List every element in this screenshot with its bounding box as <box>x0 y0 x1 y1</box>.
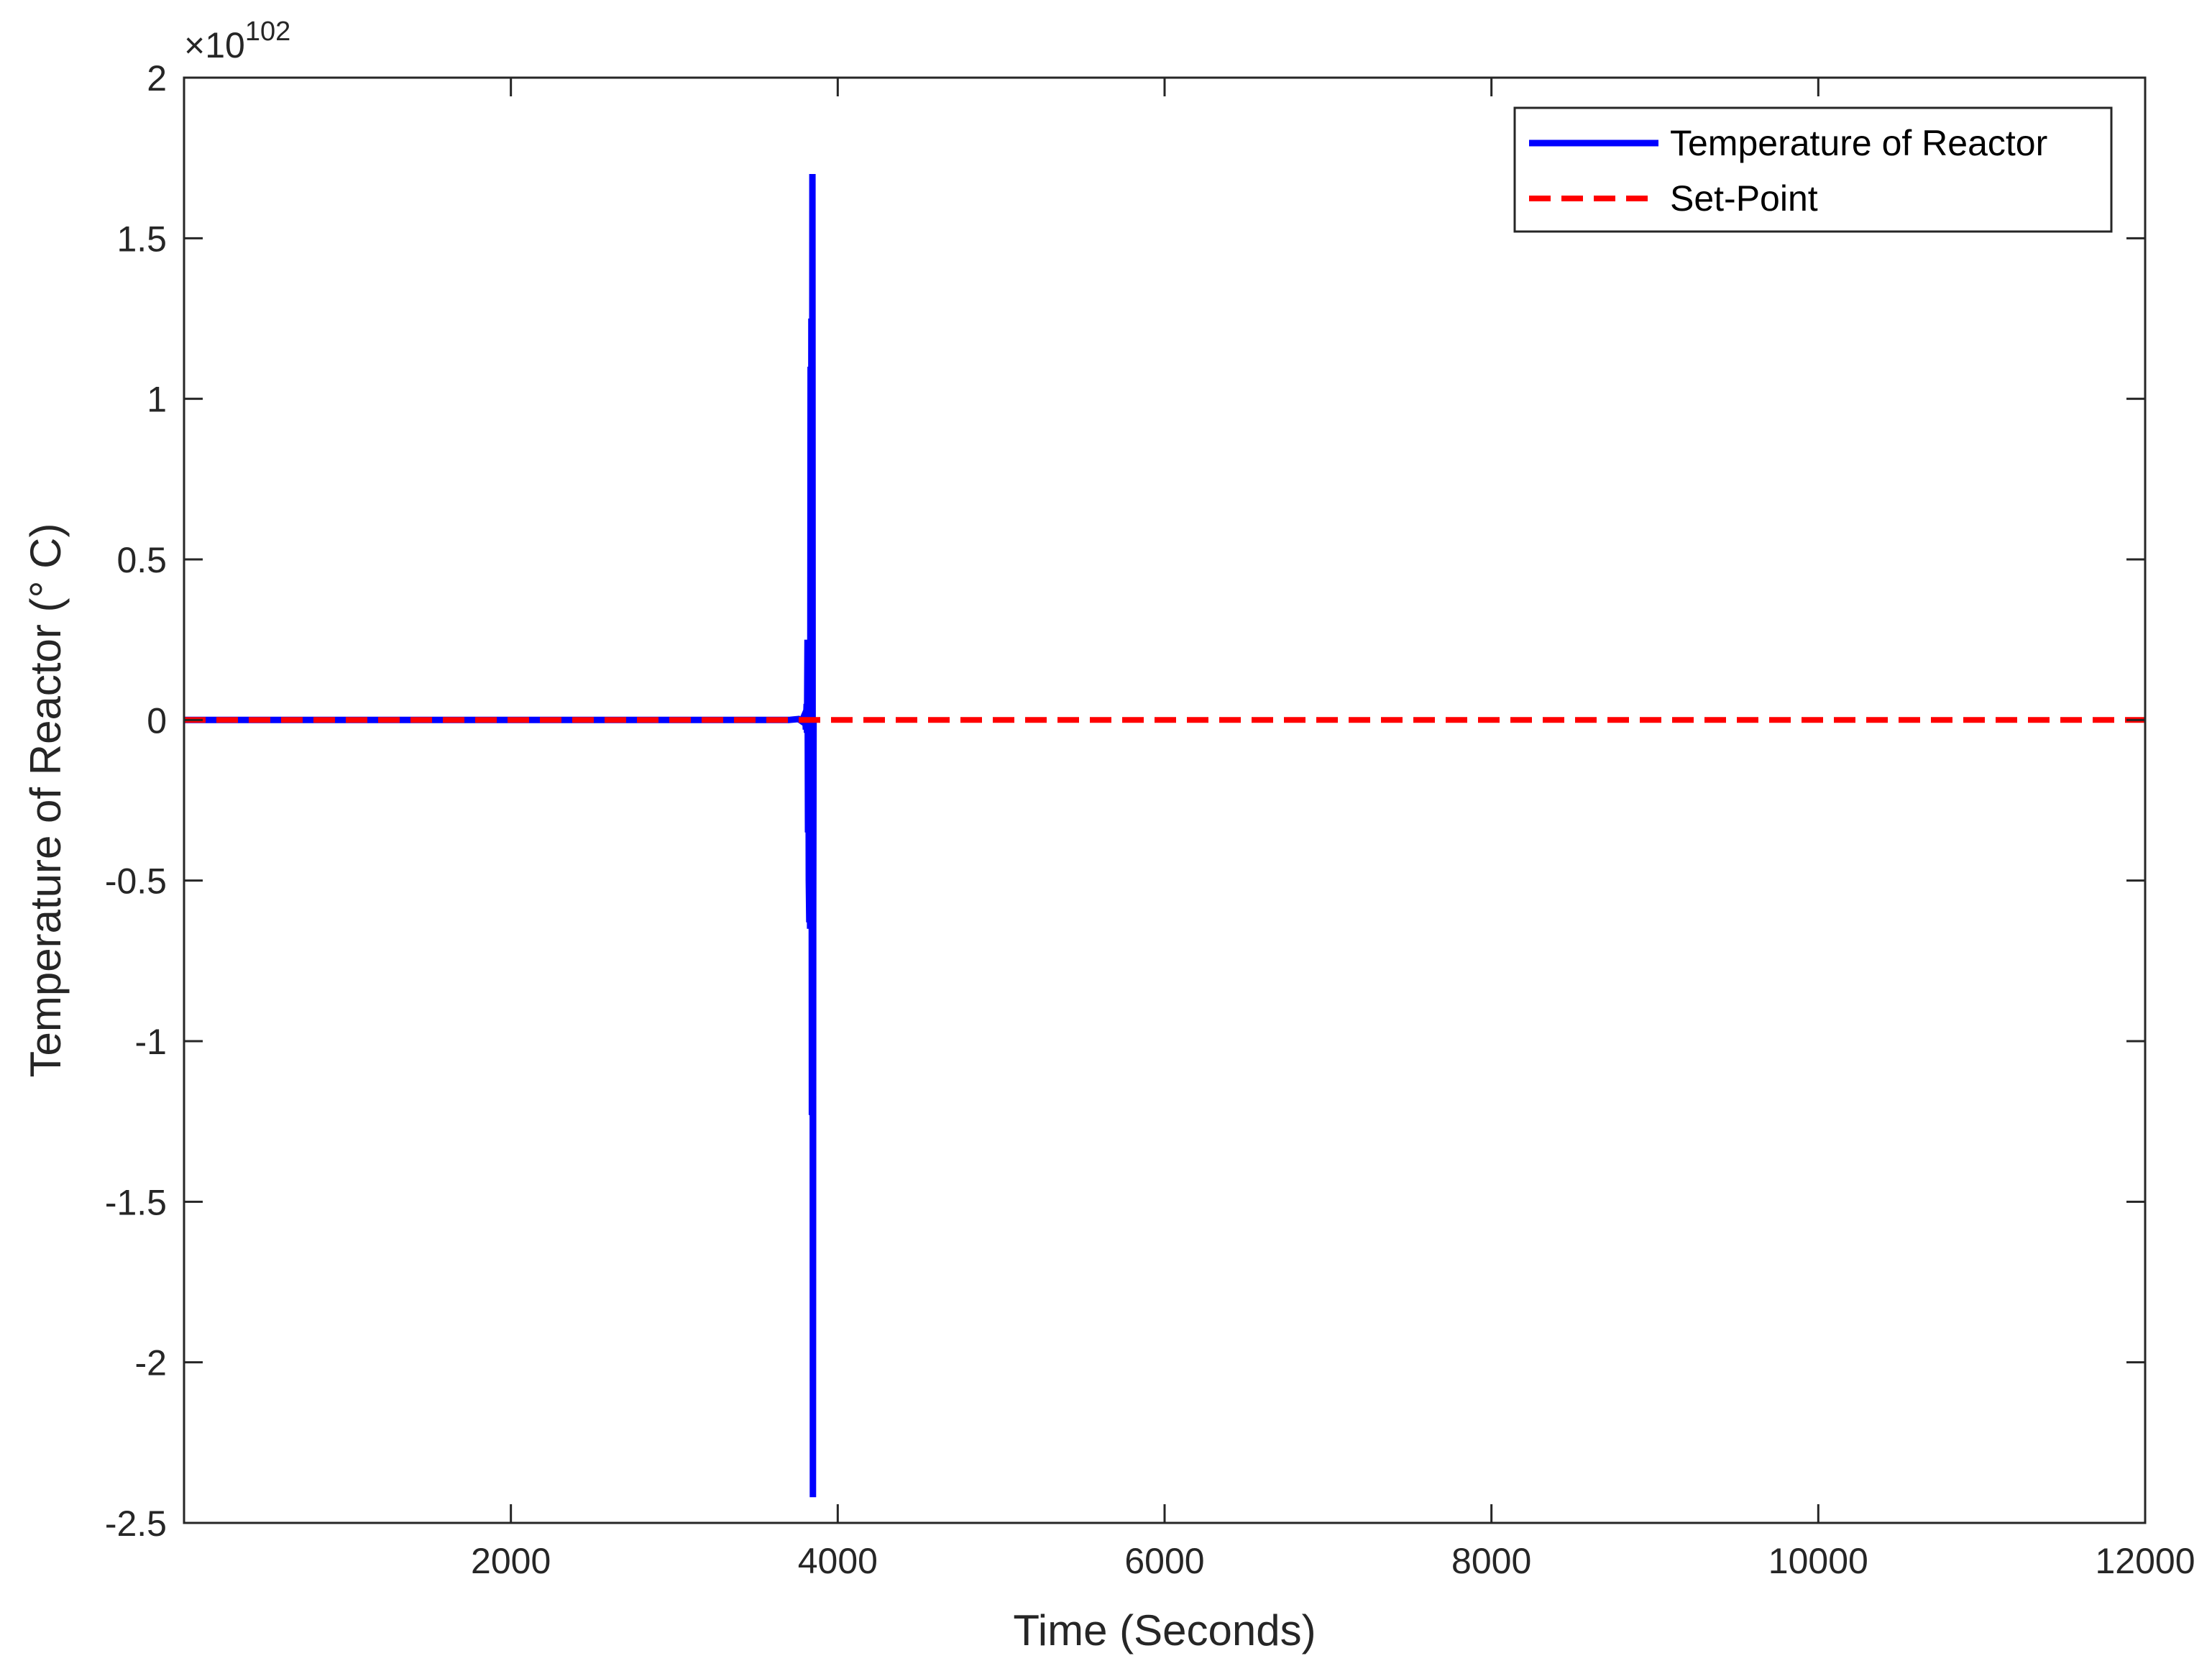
y-axis-title: Temperature of Reactor (° C) <box>22 523 70 1078</box>
x-tick-label: 8000 <box>1451 1541 1531 1581</box>
y-axis-multiplier-base: ×10 <box>184 25 245 65</box>
y-tick-label: 0 <box>147 700 167 741</box>
y-tick-label: 1.5 <box>116 219 167 259</box>
x-tick-label: 10000 <box>1768 1541 1868 1581</box>
x-axis-ticks: 2000 4000 6000 8000 10000 12000 <box>471 78 2195 1581</box>
x-axis-title: Time (Seconds) <box>1013 1606 1316 1654</box>
y-axis-multiplier-exponent: 102 <box>245 17 290 47</box>
series-layer <box>184 173 2145 1498</box>
y-tick-label: 1 <box>147 380 167 420</box>
y-tick-label: -1 <box>135 1022 167 1062</box>
x-tick-label: 4000 <box>798 1541 878 1581</box>
legend-label-temperature: Temperature of Reactor <box>1670 123 2047 163</box>
plot-area <box>184 78 2145 1523</box>
legend-box <box>1513 106 2113 233</box>
y-tick-label: -2.5 <box>105 1503 167 1544</box>
y-tick-label: -0.5 <box>105 861 167 902</box>
y-axis-ticks: 2 1.5 1 0.5 0 -0.5 -1 -1.5 -2 -2.5 <box>105 58 2145 1544</box>
x-tick-label: 2000 <box>471 1541 551 1581</box>
x-tick-label: 6000 <box>1124 1541 1204 1581</box>
y-tick-label: 2 <box>147 58 167 99</box>
y-tick-label: -1.5 <box>105 1182 167 1222</box>
y-axis-multiplier: ×10102 <box>184 17 290 65</box>
y-tick-label: 0.5 <box>116 540 167 580</box>
y-tick-label: -2 <box>135 1343 167 1383</box>
legend: Temperature of Reactor Set-Point <box>1513 106 2113 233</box>
legend-label-setpoint: Set-Point <box>1670 178 1818 219</box>
x-tick-label: 12000 <box>2095 1541 2195 1581</box>
